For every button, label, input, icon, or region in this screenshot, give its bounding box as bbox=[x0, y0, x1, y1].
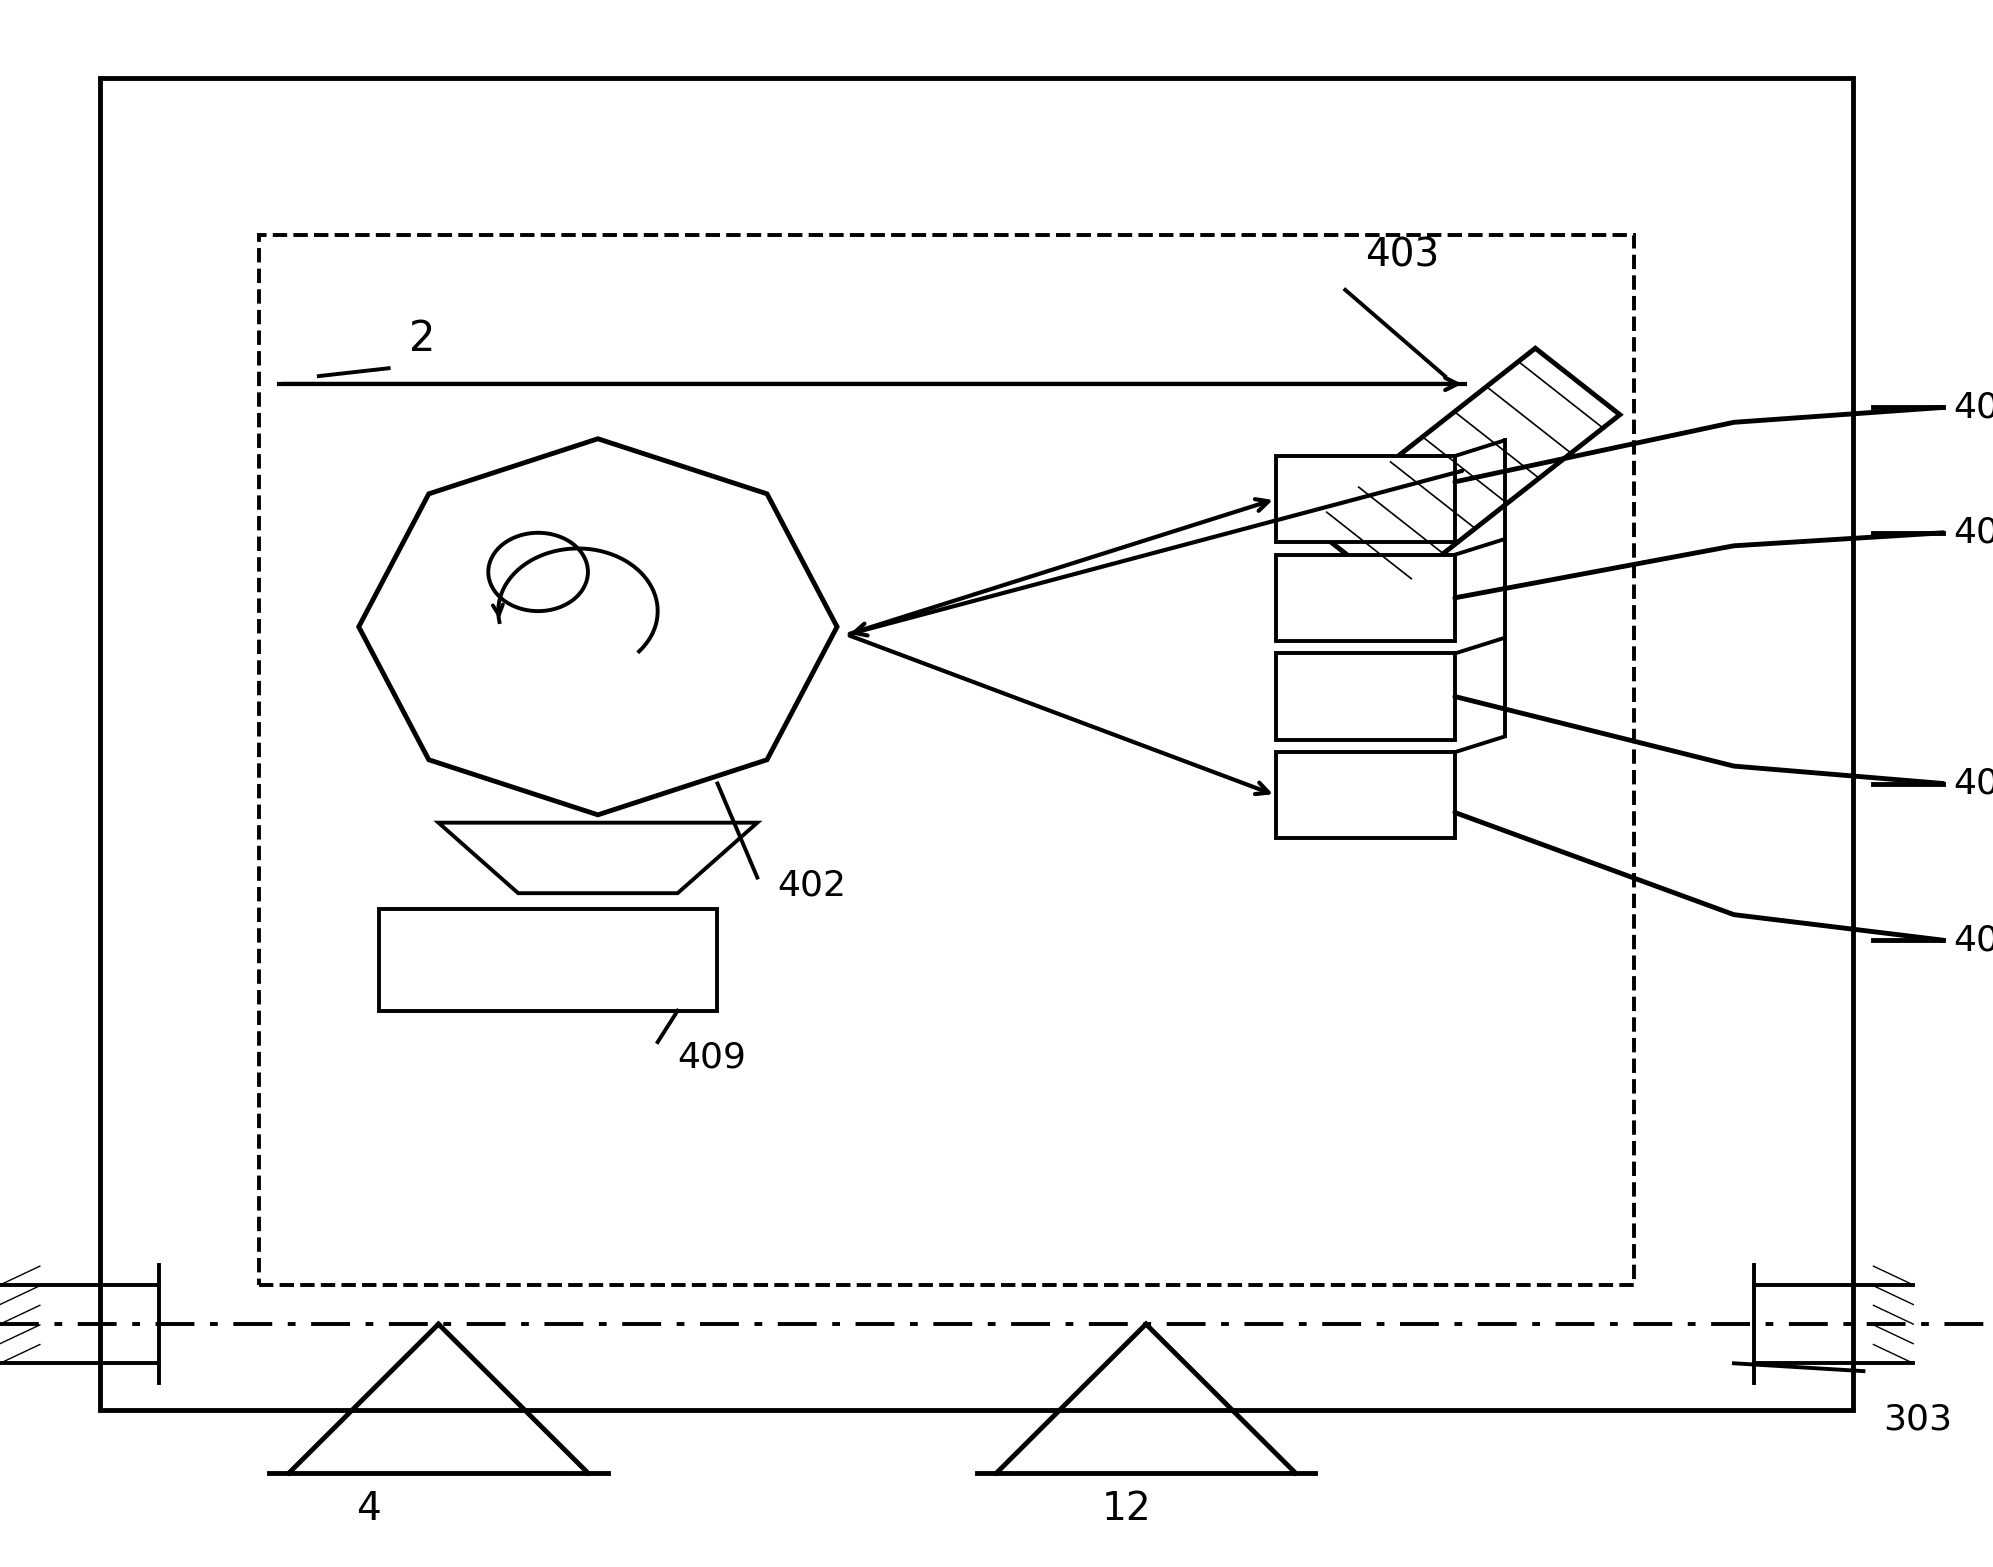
Bar bbox=[259, 235, 1634, 1285]
Bar bbox=[1276, 752, 1455, 838]
Text: 402: 402 bbox=[777, 868, 847, 903]
Text: 12: 12 bbox=[1102, 1490, 1150, 1528]
Circle shape bbox=[488, 533, 588, 611]
Text: 4: 4 bbox=[357, 1490, 381, 1528]
Text: 406: 406 bbox=[1953, 516, 1993, 550]
Polygon shape bbox=[1309, 348, 1620, 592]
Text: 409: 409 bbox=[678, 1040, 747, 1075]
Polygon shape bbox=[359, 439, 837, 815]
Text: 403: 403 bbox=[1365, 237, 1439, 274]
Text: 408: 408 bbox=[1953, 923, 1993, 957]
Bar bbox=[1276, 456, 1455, 542]
Text: 405: 405 bbox=[1953, 390, 1993, 425]
Text: 407: 407 bbox=[1953, 766, 1993, 801]
Bar bbox=[379, 909, 717, 1011]
Text: 303: 303 bbox=[1883, 1402, 1953, 1437]
Polygon shape bbox=[438, 823, 757, 893]
Bar bbox=[1276, 653, 1455, 740]
Text: 2: 2 bbox=[409, 318, 434, 360]
Bar bbox=[1276, 555, 1455, 641]
Bar bbox=[100, 78, 1853, 1410]
